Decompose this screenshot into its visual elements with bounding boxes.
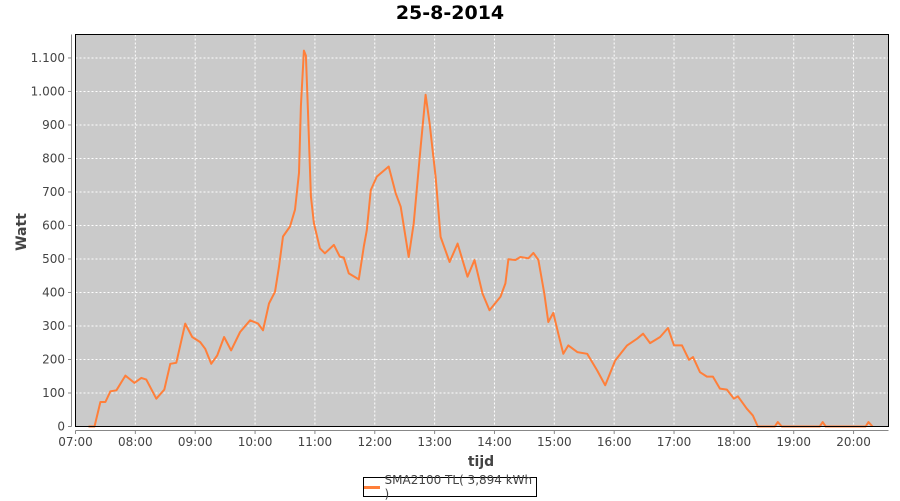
y-tick-label: 600 [42,218,65,232]
series-line [88,49,874,428]
x-tick-label: 11:00 [298,435,333,449]
x-axis: 07:00 08:00 09:00 10:00 11:00 12:00 13:00 14:00… [58,430,889,449]
x-tick-label: 14:00 [477,435,512,449]
y-axis: 0 100 200 300 400 500 600 700 800 900 1.000 1.100 [31,34,72,434]
legend-swatch [364,485,380,489]
y-tick-label: 1.100 [31,51,65,65]
x-tick-label: 13:00 [417,435,452,449]
x-tick-label: 19:00 [776,435,811,449]
x-tick-label: 09:00 [178,435,213,449]
plot-border [75,34,889,427]
y-tick-label: 300 [42,319,65,333]
y-tick-label: 700 [42,185,65,199]
x-tick-label: 10:00 [238,435,273,449]
y-tick-label: 100 [42,386,65,400]
y-axis-label: Watt [14,213,30,251]
y-tick-label: 400 [42,285,65,299]
x-tick-label: 17:00 [657,435,692,449]
y-tick-label: 900 [42,118,65,132]
y-tick-label: 200 [42,352,65,366]
series-layer [88,49,874,428]
x-tick-label: 18:00 [717,435,752,449]
y-tick-label: 0 [57,420,65,434]
y-tick-label: 500 [42,252,65,266]
grid [75,34,889,427]
legend: SMA2100 TL( 3,894 kWh ) [363,473,537,501]
x-tick-label: 08:00 [118,435,153,449]
plot-area [75,34,889,427]
chart-title: 25-8-2014 [395,2,505,24]
legend-label: SMA2100 TL( 3,894 kWh ) [384,473,533,501]
x-tick-label: 16:00 [597,435,632,449]
y-tick-label: 1.000 [31,84,65,98]
x-axis-label: tijd [468,454,494,470]
x-tick-label: 15:00 [537,435,572,449]
x-tick-label: 12:00 [357,435,392,449]
x-tick-label: 20:00 [836,435,871,449]
x-tick-label: 07:00 [58,435,93,449]
y-tick-label: 800 [42,151,65,165]
